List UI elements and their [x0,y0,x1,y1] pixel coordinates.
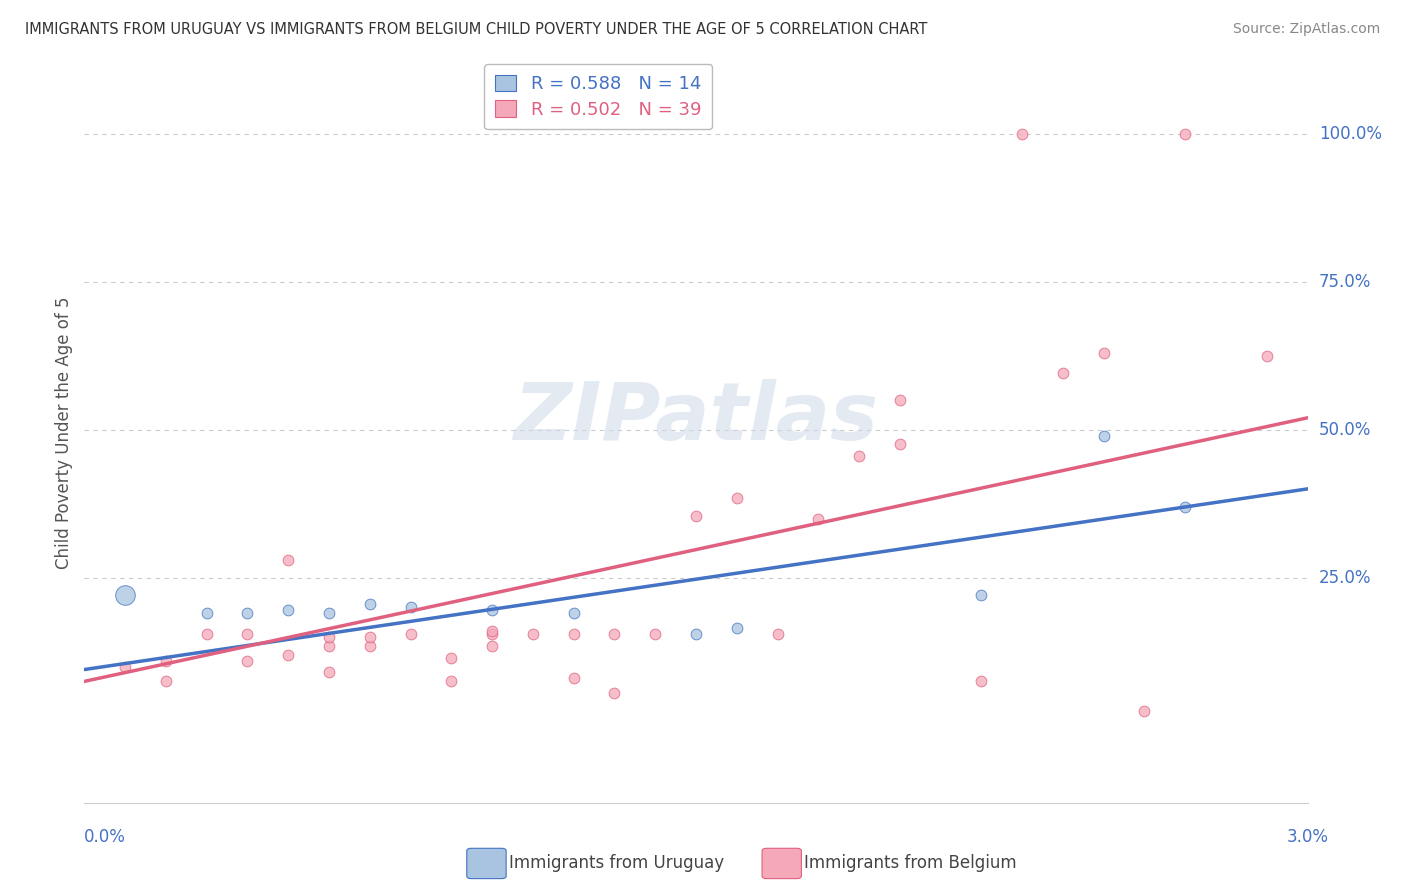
Point [481,624,503,638]
Point [155,674,177,689]
Text: 75.0%: 75.0% [1319,273,1371,291]
Point [1133,704,1156,718]
Point [318,665,340,680]
Point [440,650,463,665]
Point [603,686,626,700]
Point [725,621,748,635]
Point [481,639,503,653]
Point [970,589,993,603]
Text: Immigrants from Uruguay: Immigrants from Uruguay [509,855,724,872]
Text: 3.0%: 3.0% [1286,828,1329,846]
Point [114,589,136,603]
Point [440,674,463,689]
Point [522,627,544,641]
Y-axis label: Child Poverty Under the Age of 5: Child Poverty Under the Age of 5 [55,296,73,569]
Point [155,654,177,668]
Point [685,508,707,523]
Point [318,607,340,621]
Point [1052,367,1074,381]
Text: 0.0%: 0.0% [84,828,127,846]
Point [359,598,381,612]
Point [236,654,259,668]
Point [562,627,585,641]
Text: IMMIGRANTS FROM URUGUAY VS IMMIGRANTS FROM BELGIUM CHILD POVERTY UNDER THE AGE O: IMMIGRANTS FROM URUGUAY VS IMMIGRANTS FR… [25,22,928,37]
Point [277,553,299,567]
Point [399,627,422,641]
Point [236,607,259,621]
Text: 100.0%: 100.0% [1319,125,1382,143]
Text: 50.0%: 50.0% [1319,421,1371,439]
Point [114,659,136,673]
Point [1256,349,1278,363]
Point [481,603,503,617]
Point [644,627,666,641]
Point [1092,428,1115,442]
Point [889,392,911,407]
Point [562,672,585,686]
Point [1011,127,1033,141]
Point [889,437,911,451]
Point [359,639,381,653]
Point [399,600,422,615]
Text: 25.0%: 25.0% [1319,569,1371,587]
Point [1174,127,1197,141]
Point [318,639,340,653]
FancyBboxPatch shape [762,848,801,879]
Point [195,627,218,641]
Point [1174,500,1197,514]
Point [562,607,585,621]
Point [1092,345,1115,359]
Point [970,674,993,689]
Point [236,627,259,641]
Point [766,627,789,641]
Point [725,491,748,505]
Point [848,450,870,464]
Text: Source: ZipAtlas.com: Source: ZipAtlas.com [1233,22,1381,37]
Point [195,607,218,621]
Text: ZIPatlas: ZIPatlas [513,379,879,457]
Point [807,511,830,525]
Point [277,648,299,662]
Point [318,630,340,644]
FancyBboxPatch shape [467,848,506,879]
Text: Immigrants from Belgium: Immigrants from Belgium [804,855,1017,872]
Point [685,627,707,641]
Legend: R = 0.588   N = 14, R = 0.502   N = 39: R = 0.588 N = 14, R = 0.502 N = 39 [484,64,713,129]
Point [603,627,626,641]
Point [277,603,299,617]
Point [359,630,381,644]
Point [481,627,503,641]
